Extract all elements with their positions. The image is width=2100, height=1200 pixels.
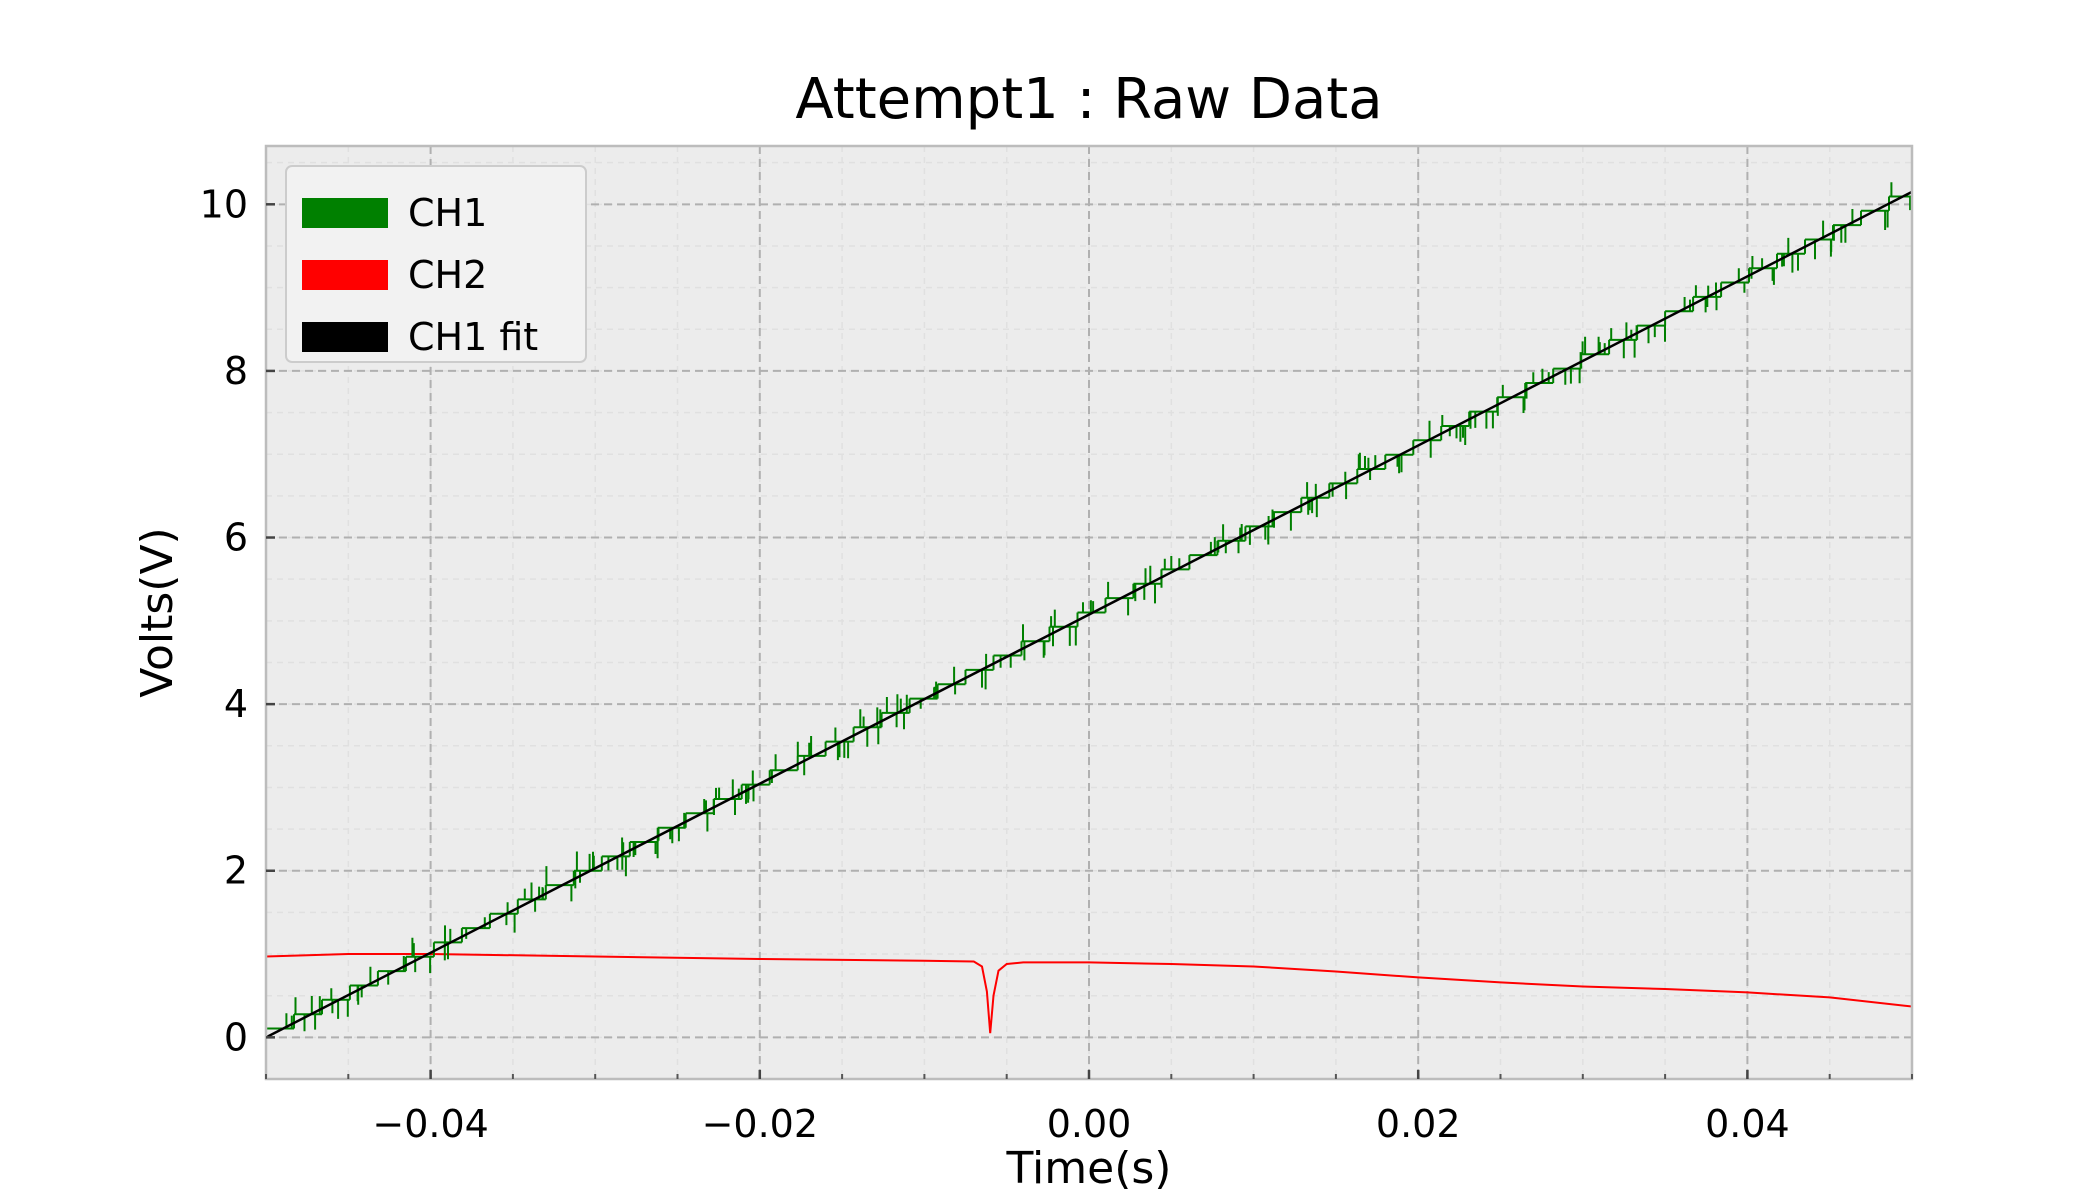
legend-label: CH2	[408, 253, 487, 297]
y-tick-label: 8	[224, 349, 248, 393]
x-tick-label: −0.02	[702, 1102, 818, 1146]
y-tick-label: 2	[224, 849, 248, 893]
axis-ticks	[265, 203, 1913, 1079]
series-ch1-fit-line	[266, 190, 1912, 1039]
y-tick-label: 10	[200, 182, 248, 226]
y-tick-label: 6	[224, 516, 248, 560]
legend-label: CH1 fit	[408, 315, 538, 359]
x-axis-label: Time(s)	[1006, 1143, 1172, 1194]
y-tick-labels: 0 2 4 6 8 10	[200, 182, 248, 1059]
chart-title: Attempt1 : Raw Data	[795, 67, 1382, 132]
y-tick-label: 4	[224, 682, 248, 726]
legend-swatch	[302, 198, 388, 228]
x-tick-label: −0.04	[372, 1102, 488, 1146]
x-tick-label: 0.02	[1376, 1102, 1461, 1146]
x-tick-label: 0.00	[1047, 1102, 1132, 1146]
y-tick-label: 0	[224, 1015, 248, 1059]
x-tick-labels: −0.04 −0.02 0.00 0.02 0.04	[372, 1102, 1789, 1146]
legend: CH1 CH2 CH1 fit	[285, 165, 587, 363]
major-grid	[266, 146, 1912, 1079]
series-layer	[266, 182, 1912, 1039]
legend-swatch	[302, 322, 388, 352]
legend-swatch	[302, 260, 388, 290]
series-ch2-line	[266, 953, 1912, 1034]
y-axis-label: Volts(V)	[132, 527, 183, 697]
legend-label: CH1	[408, 191, 487, 235]
x-tick-label: 0.04	[1705, 1102, 1790, 1146]
